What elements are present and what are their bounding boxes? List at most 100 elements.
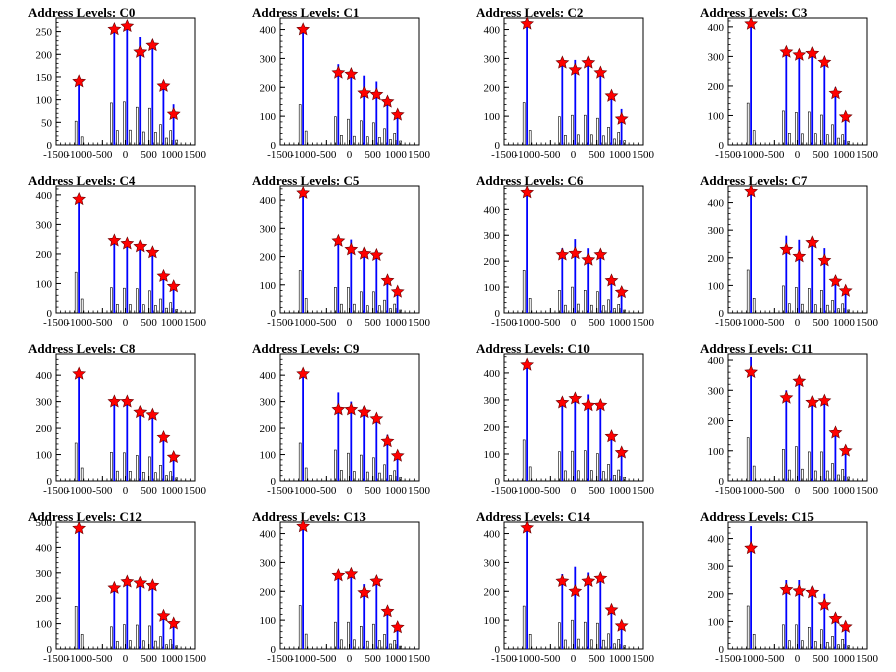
histogram-side-bin bbox=[801, 640, 804, 650]
x-tick-label: 0 bbox=[571, 149, 577, 161]
x-tick-label: 500 bbox=[364, 653, 381, 665]
histogram-side-bin bbox=[522, 439, 526, 482]
histogram-side-bin bbox=[590, 304, 593, 314]
histogram-side-bin bbox=[383, 299, 386, 314]
histogram-side-bin bbox=[334, 287, 337, 314]
histogram-bar bbox=[599, 402, 602, 481]
histogram-side-bin bbox=[528, 466, 532, 482]
histogram-bar bbox=[302, 29, 304, 145]
histogram-side-bin bbox=[340, 639, 343, 650]
x-tick-label: 1500 bbox=[408, 485, 431, 497]
histogram-side-bin bbox=[393, 470, 396, 482]
histogram-side-bin bbox=[298, 104, 302, 146]
x-tick-label: 1000 bbox=[385, 317, 408, 329]
y-tick-label: 300 bbox=[36, 568, 53, 580]
histogram-bar bbox=[113, 240, 116, 313]
histogram-side-bin bbox=[340, 303, 343, 314]
y-tick-label: 400 bbox=[36, 190, 53, 202]
y-tick-label: 0 bbox=[719, 308, 725, 320]
peak-star-marker bbox=[581, 55, 596, 69]
y-tick-label: 100 bbox=[484, 282, 501, 294]
x-tick-label: 500 bbox=[140, 317, 157, 329]
peak-star-marker bbox=[133, 239, 148, 253]
y-tick-label: 100 bbox=[708, 110, 725, 122]
histogram-bar bbox=[750, 526, 752, 649]
histogram-side-bin bbox=[584, 290, 587, 314]
histogram-side-bin bbox=[353, 303, 356, 314]
chart-title: Address Levels: C9 bbox=[252, 341, 360, 356]
y-tick-label: 100 bbox=[36, 619, 53, 631]
x-tick-label: 500 bbox=[364, 317, 381, 329]
y-tick-label: 100 bbox=[708, 616, 725, 628]
x-tick-label: 0 bbox=[347, 653, 353, 665]
histogram-bar bbox=[113, 24, 116, 145]
histogram-side-bin bbox=[136, 288, 139, 314]
x-tick-label: 500 bbox=[140, 485, 157, 497]
x-tick-label: 1000 bbox=[161, 653, 184, 665]
x-tick-label: 1000 bbox=[609, 485, 632, 497]
histogram-side-bin bbox=[399, 309, 402, 314]
histogram-bar bbox=[126, 242, 129, 313]
histogram-side-bin bbox=[129, 129, 132, 146]
peak-star-marker bbox=[555, 55, 570, 69]
peak-star-marker bbox=[520, 185, 535, 199]
histogram-side-bin bbox=[847, 476, 850, 482]
histogram-side-bin bbox=[298, 442, 302, 482]
histogram-bar bbox=[396, 451, 399, 481]
histogram-bar bbox=[396, 287, 399, 313]
histogram-side-bin bbox=[123, 452, 126, 482]
histogram-side-bin bbox=[613, 643, 616, 650]
x-tick-label: 0 bbox=[123, 149, 129, 161]
y-tick-label: 100 bbox=[484, 615, 501, 627]
histogram-side-bin bbox=[169, 130, 172, 146]
histogram-bar bbox=[620, 449, 623, 481]
chart-title: Address Levels: C5 bbox=[252, 173, 360, 188]
peak-star-marker bbox=[331, 233, 346, 247]
peak-star-marker bbox=[357, 246, 372, 260]
histogram-bar bbox=[363, 584, 366, 649]
x-tick-label: 0 bbox=[795, 653, 801, 665]
y-tick-label: 0 bbox=[495, 644, 501, 656]
histogram-side-bin bbox=[590, 639, 593, 650]
y-tick-label: 0 bbox=[719, 476, 725, 488]
histogram-side-bin bbox=[389, 643, 392, 650]
histogram-bar bbox=[172, 104, 175, 145]
histogram-bar bbox=[78, 77, 80, 145]
peak-star-marker bbox=[838, 619, 853, 633]
peak-star-marker bbox=[805, 585, 820, 599]
histogram-bar bbox=[375, 252, 378, 313]
y-tick-label: 250 bbox=[36, 27, 53, 39]
x-tick-label: 0 bbox=[795, 317, 801, 329]
histogram-side-bin bbox=[841, 134, 844, 146]
histogram-side-bin bbox=[623, 645, 626, 650]
peak-star-marker bbox=[828, 425, 843, 439]
y-tick-label: 300 bbox=[260, 397, 277, 409]
histogram-side-bin bbox=[393, 640, 396, 650]
chart-title: Address Levels: C1 bbox=[252, 5, 360, 20]
histogram-bar bbox=[599, 68, 602, 145]
peak-star-marker bbox=[145, 578, 160, 592]
histogram-bar bbox=[151, 412, 154, 481]
histogram-bar bbox=[375, 81, 378, 145]
y-tick-label: 300 bbox=[708, 561, 725, 573]
histogram-side-bin bbox=[366, 305, 369, 314]
peak-star-marker bbox=[520, 16, 535, 30]
histogram-bar bbox=[162, 613, 165, 649]
histogram-bar bbox=[798, 580, 801, 649]
histogram-side-bin bbox=[148, 107, 151, 146]
histogram-side-bin bbox=[389, 139, 392, 146]
x-tick-label: 0 bbox=[347, 485, 353, 497]
histogram-bar bbox=[151, 249, 154, 313]
histogram-side-bin bbox=[159, 465, 162, 482]
y-tick-label: 400 bbox=[260, 195, 277, 207]
histogram-side-bin bbox=[808, 288, 811, 314]
histogram-side-bin bbox=[564, 639, 567, 650]
histogram-side-bin bbox=[169, 639, 172, 650]
x-tick-label: -1000 bbox=[66, 317, 92, 329]
y-tick-label: 0 bbox=[495, 308, 501, 320]
chart-plot: 0 100 200 300 400 -1500-1000 -500 0 500 1000 1500 bbox=[36, 353, 207, 497]
chart-plot: 0 100 200 300 400 -1500-1000 -500 0 500 1000 1500 bbox=[484, 353, 655, 497]
peak-star-marker bbox=[805, 46, 820, 60]
peak-star-marker bbox=[107, 22, 122, 36]
histogram-bar bbox=[587, 248, 590, 313]
